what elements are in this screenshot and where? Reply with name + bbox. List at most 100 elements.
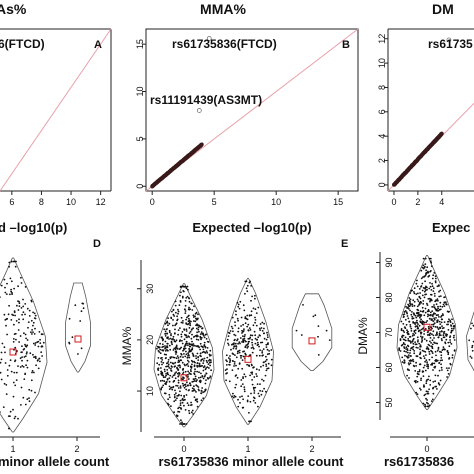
panel-a: As% 6 8 10 12 6(FTCD) A d –log10(p) [0,1,112,235]
group-1-point [244,292,246,295]
group-2-point [82,307,85,310]
group-1-point [246,318,249,321]
group-0-point [175,351,178,354]
group-1-point [234,334,237,337]
group-1-point [256,341,259,344]
group-0-point [423,333,425,335]
group-0-point [174,348,177,351]
group-0-point [171,388,174,391]
group-0-point [415,293,418,295]
group-0-point [429,317,431,320]
group-1-point [241,329,243,332]
group-0-point [423,290,426,293]
group-0-point [426,361,428,364]
group-0-point [197,328,200,331]
group-0-point [440,330,443,332]
group-1-point [32,342,35,345]
group-0-point [420,315,422,317]
group-0-point [171,338,174,341]
group-1-point [251,341,254,344]
group-1-point [26,344,29,347]
group-0-point [197,326,200,329]
group-0-point [189,322,191,325]
group-1-point [10,288,13,291]
group-1-point [226,368,228,370]
group-0-point [405,350,407,353]
group-0-point [415,312,418,315]
group-0-point [195,311,198,314]
group-1-point [252,346,254,349]
group-0-point [422,267,425,270]
group-1-point [36,341,39,344]
group-1-point [250,392,252,395]
group-0-point [444,341,446,344]
group-0-point [407,357,409,359]
group-0-point [434,326,437,328]
group-0-point [423,350,425,353]
group-0-point [187,297,190,299]
group-0-point [424,405,427,408]
group-0-point [181,342,184,345]
group-0-point [193,380,196,382]
group-0-point [434,374,437,377]
group-0-point [188,308,191,311]
group-2-point [80,310,83,313]
group-0-point [435,277,437,280]
group-0-point [426,401,428,404]
x-tick-label: 2 [74,444,79,454]
group-0-point [437,307,439,310]
group-0-point [172,319,174,321]
group-0-point [180,352,183,355]
group-1-point [28,309,31,312]
group-0-point [191,409,194,412]
group-0-point [436,285,439,288]
group-0-point [414,370,417,372]
group-0-point [174,377,177,380]
group-0-point [430,298,433,301]
group-0-point [419,348,421,351]
group-0-point [197,339,200,341]
group-1-point [262,379,265,382]
group-1-point [241,395,243,398]
group-0-point [429,257,432,260]
group-0-point [417,371,419,373]
group-0-point [196,335,198,338]
group-0-point [183,423,186,425]
group-0-point [420,301,423,304]
y-tick-label: 10 [135,87,145,97]
group-0-point [173,400,176,403]
group-0-point [206,366,209,368]
group-0-point [413,350,416,352]
group-0-point [403,361,406,364]
group-0-point [426,399,428,401]
group-0-point [162,338,165,341]
group-1-point [5,393,8,395]
y-tick-label: 90 [384,257,394,267]
y-tick-label: 15 [135,39,145,49]
group-1-point [251,379,254,381]
group-1-point [0,371,2,374]
y-tick-label: 6 [377,109,387,114]
outlier-point [446,37,452,43]
group-0-point [173,411,176,414]
group-1-point [23,332,25,335]
group-0-point [431,347,434,350]
group-1-point [471,322,473,325]
group-1-point [237,319,240,322]
group-1-point [253,388,255,390]
group-0-point [201,387,204,389]
group-0-point [168,380,171,383]
group-1-point [237,330,240,333]
group-0-point [174,324,177,327]
group-0-point [426,346,429,348]
group-1-point [265,346,268,348]
group-0-point [407,345,410,348]
group-1-point [5,318,8,321]
group-0-point [423,357,426,360]
group-0-point [160,370,163,373]
group-0-point [415,316,418,319]
group-1-point [254,334,257,337]
group-1-point [233,363,236,365]
group-0-point [418,342,421,345]
group-1-point [263,332,265,335]
